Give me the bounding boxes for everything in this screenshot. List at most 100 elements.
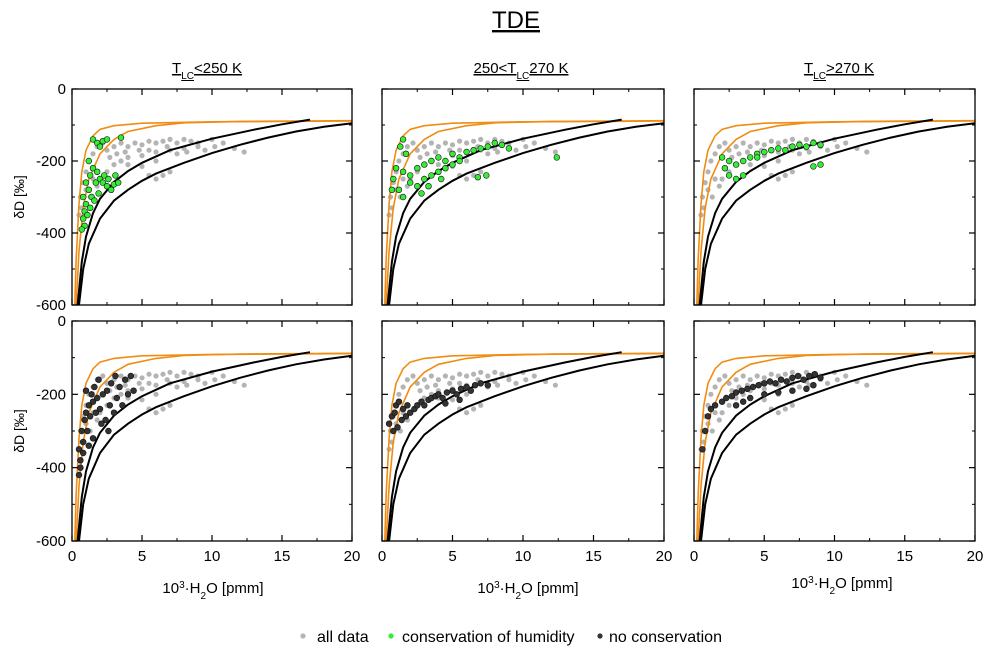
conservation-point — [775, 145, 782, 152]
conservation-point — [449, 150, 456, 158]
no-conservation-point — [732, 389, 740, 396]
all-data-point — [111, 162, 117, 168]
all-data-point — [719, 410, 725, 416]
conservation-point — [99, 179, 107, 186]
all-data-point — [733, 377, 739, 383]
no-conservation-point — [75, 471, 83, 479]
no-conservation-point — [435, 391, 442, 398]
no-conservation-point — [82, 387, 90, 394]
no-conservation-point — [718, 398, 726, 405]
no-conservation-point — [772, 380, 779, 387]
curve-orange-1 — [384, 120, 664, 305]
no-conservation-point — [79, 449, 87, 457]
all-data-point — [471, 138, 477, 144]
conservation-point — [428, 172, 435, 179]
all-data-point — [118, 391, 124, 397]
all-data-point — [457, 138, 463, 144]
no-conservation-point — [99, 391, 107, 398]
all-data-point — [803, 136, 810, 142]
all-data-point — [181, 369, 187, 375]
all-data-point — [417, 388, 423, 394]
conservation-point — [746, 154, 754, 161]
y-axis-label: δD [‰] — [11, 409, 27, 453]
conservation-point — [421, 161, 428, 168]
all-data-point — [747, 162, 753, 168]
y-tick-label: -400 — [36, 460, 66, 477]
curve-orange-2 — [697, 119, 975, 305]
no-conservation-point — [395, 398, 403, 405]
no-conservation-point — [707, 405, 715, 413]
no-conservation-point — [103, 387, 111, 394]
conservation-point — [484, 143, 491, 150]
all-data-point — [160, 371, 166, 377]
all-data-point — [146, 380, 152, 386]
all-data-point — [241, 382, 247, 388]
x-tick-label: 5 — [760, 548, 768, 565]
all-data-point — [761, 386, 767, 392]
no-conservation-point — [744, 385, 751, 392]
all-data-point — [492, 369, 498, 375]
conservation-point — [392, 165, 400, 172]
all-data-point — [449, 397, 456, 403]
no-conservation-point — [112, 372, 119, 380]
no-conservation-point — [102, 416, 109, 424]
conservation-point — [114, 179, 122, 186]
no-conservation-point — [699, 446, 706, 453]
conservation-point — [782, 147, 789, 154]
all-data-point — [775, 176, 781, 182]
conservation-point — [725, 172, 733, 179]
legend-swatch-all-data — [300, 633, 306, 639]
no-conservation-point — [810, 382, 817, 389]
no-conservation-point — [794, 372, 802, 380]
panels-grid: 0 -200 -400 -600 δD [‰] 0 -200 -400 -600 δD [‰] 0 5… — [11, 81, 983, 602]
panel-r2-c1: 0 -200 -400 -600 δD [‰] 0 5 10 15 20 103·H2O [pmm] — [11, 313, 360, 602]
all-data-point — [428, 140, 434, 146]
conservation-point — [82, 201, 90, 208]
conservation-point — [418, 190, 425, 197]
curve-orange-2 — [75, 119, 352, 305]
conservation-point — [407, 179, 414, 186]
no-conservation-point — [484, 382, 491, 389]
no-conservation-point — [701, 427, 709, 435]
conservation-point — [477, 145, 484, 152]
no-conservation-point — [96, 405, 104, 413]
all-data-point — [761, 375, 767, 381]
no-conservation-point — [805, 372, 813, 380]
all-data-point — [153, 410, 159, 416]
all-data-point — [139, 397, 145, 403]
all-data-point — [83, 169, 89, 175]
conservation-point — [421, 175, 428, 183]
conservation-point — [112, 172, 119, 179]
all-data-point — [400, 384, 406, 390]
conservation-point — [810, 163, 817, 170]
conservation-point — [95, 190, 102, 197]
all-data-point — [435, 162, 441, 168]
all-data-point — [139, 142, 145, 148]
all-data-point — [167, 136, 173, 142]
all-data-point — [768, 138, 774, 144]
conservation-point — [739, 172, 747, 179]
panel-r2-c2: 0 5 10 15 20 103·H2O [pmm] — [378, 320, 672, 602]
no-conservation-point — [385, 420, 393, 427]
x-tick-label: 20 — [344, 548, 361, 565]
x-tick-label: 0 — [68, 548, 76, 565]
no-conservation-point — [739, 398, 747, 405]
all-data-point — [160, 172, 166, 178]
no-conservation-point — [477, 380, 484, 387]
all-data-point — [153, 176, 159, 182]
conservation-point — [739, 157, 747, 165]
conservation-point — [397, 143, 404, 150]
all-data-point — [114, 151, 120, 157]
figure-title: TDE — [492, 7, 540, 34]
panel-r2-c3: 0 5 10 15 20 103·H2O [pmm] — [690, 320, 983, 597]
no-conservation-point — [746, 394, 754, 402]
conservation-point — [817, 161, 824, 168]
no-conservation-point — [711, 402, 719, 409]
all-data-point — [195, 144, 201, 150]
no-conservation-point — [704, 413, 712, 420]
all-data-point — [188, 371, 194, 377]
no-conservation-point — [119, 402, 126, 409]
all-data-point — [708, 158, 714, 164]
all-data-point — [139, 163, 145, 169]
no-conservation-point — [86, 413, 94, 420]
